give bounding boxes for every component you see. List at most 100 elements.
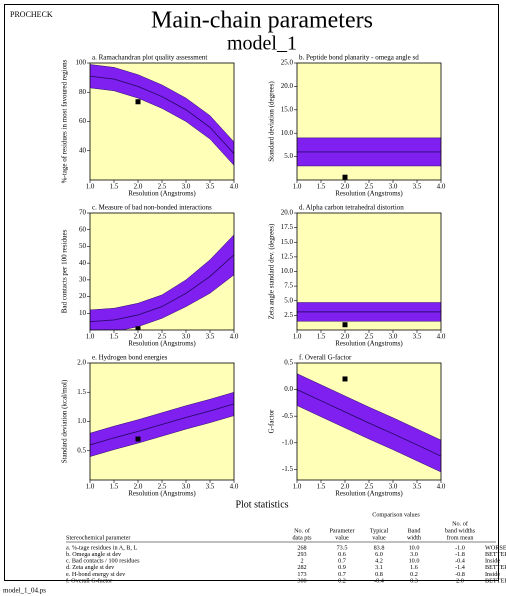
y-axis-label: G-factor xyxy=(268,409,276,433)
x-tick-label: 3.5 xyxy=(206,483,215,491)
y-tick-label: 2.5 xyxy=(284,311,293,319)
chart-title: f. Overall G-factor xyxy=(299,354,352,362)
band-center-line xyxy=(90,403,234,446)
band-lower-line xyxy=(297,405,441,473)
column-header: Band xyxy=(407,527,421,534)
y-tick-label: 15.0 xyxy=(281,105,294,113)
y-axis-label: Standard deviation (degrees) xyxy=(268,81,276,162)
table-cell: BETTER xyxy=(485,551,506,558)
y-tick-label: 70 xyxy=(79,209,87,217)
y-tick-label: 5.0 xyxy=(284,152,293,160)
x-tick-label: 2.5 xyxy=(365,483,374,491)
table-cell: BETTER xyxy=(485,577,506,584)
band-center-line xyxy=(297,389,441,457)
x-tick-label: 2.0 xyxy=(134,333,143,341)
x-tick-label: 1.0 xyxy=(86,333,95,341)
x-tick-label: 1.0 xyxy=(86,183,95,191)
y-tick-label: 15.0 xyxy=(281,238,294,246)
band-lower-line xyxy=(120,274,234,330)
y-tick-label: -1.0 xyxy=(282,438,294,446)
table-cell: 10.0 xyxy=(409,544,420,551)
table-cell: 0.6 xyxy=(338,551,346,558)
x-tick-label: 1.0 xyxy=(86,483,95,491)
table-cell: -1.8 xyxy=(455,551,465,558)
band-upper-line xyxy=(90,234,234,311)
table-cell: -1.4 xyxy=(455,564,465,571)
y-tick-label: 25.0 xyxy=(281,59,294,67)
band-lower-line xyxy=(90,415,234,457)
panel: 1.0 1.5 2.0 2.5 3.0 3.5 4.0 2.5 5.0 7.5 10.0 12.5 15… xyxy=(268,204,446,348)
table-cell: 173 xyxy=(297,571,306,578)
table-cell: Inside xyxy=(485,571,500,578)
table-cell: -1.0 xyxy=(455,544,465,551)
table-cell: 0.3 xyxy=(410,577,418,584)
x-tick-label: 2.5 xyxy=(365,183,374,191)
table-cell: 293 xyxy=(297,551,306,558)
band-upper-line xyxy=(297,373,441,441)
x-tick-label: 3.5 xyxy=(206,183,215,191)
y-tick-label: 60 xyxy=(79,225,87,233)
x-tick-label: 3.0 xyxy=(389,483,398,491)
band-lower-line xyxy=(90,87,234,166)
y-tick-label: 7.5 xyxy=(284,282,293,290)
x-tick-label: 2.0 xyxy=(134,183,143,191)
program-name: PROCHECK xyxy=(10,10,53,19)
table-cell: 2 xyxy=(300,558,303,565)
column-header: No. of xyxy=(294,527,311,534)
x-tick-label: 2.5 xyxy=(158,183,167,191)
column-header: band widths xyxy=(445,527,476,534)
x-tick-label: 3.5 xyxy=(206,333,215,341)
x-tick-label: 1.5 xyxy=(110,333,119,341)
x-tick-label: 2.0 xyxy=(341,483,350,491)
table-title: Plot statistics xyxy=(235,499,288,510)
chart-title: a. Ramachandran plot quality assessment xyxy=(92,54,207,62)
y-tick-label: 10 xyxy=(79,309,87,317)
x-tick-label: 1.5 xyxy=(317,483,326,491)
group-header: Comparison values xyxy=(372,511,420,518)
panel: 1.0 1.5 2.0 2.5 3.0 3.5 4.0 -1.5 -1.0 -0.5 0.0 0.5 f… xyxy=(268,354,446,498)
plot-area xyxy=(297,373,441,473)
data-point xyxy=(342,174,348,180)
table-cell: -0.4 xyxy=(455,558,465,565)
data-point xyxy=(135,326,141,330)
panel: 1.0 1.5 2.0 2.5 3.0 3.5 4.0 10 20 30 40 50 60 70 c. Me… xyxy=(61,204,239,348)
x-tick-label: 1.0 xyxy=(293,333,302,341)
column-header: from mean xyxy=(447,534,474,541)
table-cell: 73.5 xyxy=(337,544,348,551)
y-tick-label: 1.5 xyxy=(77,388,86,396)
y-tick-label: 10.0 xyxy=(281,129,294,137)
y-tick-label: 5.0 xyxy=(284,296,293,304)
table-cell: -0.4 xyxy=(374,577,384,584)
y-tick-label: 20 xyxy=(79,292,87,300)
plot-area xyxy=(297,137,441,180)
table-cell: 4.2 xyxy=(375,558,383,565)
y-tick-label: 60 xyxy=(79,117,87,125)
table-cell: b. Omega angle st dev xyxy=(66,551,122,558)
page-subtitle: model_1 xyxy=(227,33,297,55)
x-tick-label: 1.5 xyxy=(110,483,119,491)
plot-area xyxy=(90,392,234,457)
band-area xyxy=(90,234,234,330)
x-axis-label: Resolution (Angstroms) xyxy=(335,340,403,348)
data-point xyxy=(342,322,348,328)
y-tick-label: 0.0 xyxy=(284,385,293,393)
table-cell: a. %-tage residues in A, B, L xyxy=(66,544,138,551)
chart-title: d. Alpha carbon tetrahedral distortion xyxy=(299,204,404,212)
table-cell: 3.1 xyxy=(375,564,383,571)
y-tick-label: 50 xyxy=(79,242,87,250)
y-axis-label: Bad contacts per 100 residues xyxy=(61,229,69,313)
x-tick-label: 2.5 xyxy=(158,483,167,491)
table-cell: d. Zeta angle st dev xyxy=(66,564,115,571)
table-cell: 0.8 xyxy=(375,571,383,578)
table-cell: -0.8 xyxy=(455,571,465,578)
y-axis-label: Standard deviation (kcal/mol) xyxy=(61,379,69,463)
x-tick-label: 3.0 xyxy=(182,483,191,491)
plot-area xyxy=(297,302,441,328)
table-cell: 10.0 xyxy=(409,558,420,565)
panel: 1.0 1.5 2.0 2.5 3.0 3.5 4.0 5.0 10.0 15.0 20.0 25.0… xyxy=(268,54,446,198)
footer: model_1_04.ps xyxy=(3,587,46,595)
x-tick-label: 3.0 xyxy=(389,333,398,341)
column-header: width xyxy=(407,534,422,541)
page-title: Main-chain parameters xyxy=(151,8,373,34)
y-tick-label: 20.0 xyxy=(281,209,294,217)
